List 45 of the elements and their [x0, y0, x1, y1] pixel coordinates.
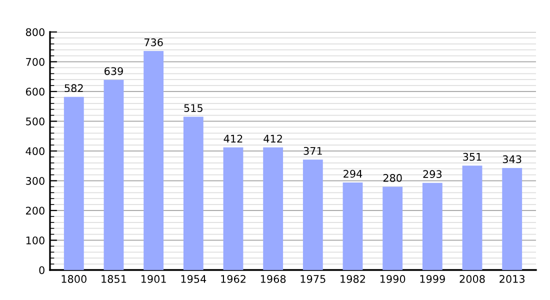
x-tick-label: 1975 — [300, 275, 326, 283]
data-label: 371 — [304, 146, 322, 155]
x-tick-label: 1800 — [62, 275, 86, 283]
bar — [342, 182, 363, 270]
data-label: 293 — [423, 170, 442, 178]
data-label: 280 — [383, 174, 402, 182]
y-tick-label: 700 — [26, 58, 44, 66]
x-tick-label: 1999 — [420, 275, 445, 283]
bar — [302, 160, 323, 270]
bar — [422, 182, 442, 270]
y-tick-label: 0 — [39, 266, 44, 274]
x-tick-label: 2008 — [460, 275, 485, 283]
y-tick-label: 200 — [26, 206, 44, 215]
y-tick-label: 800 — [26, 28, 44, 36]
x-tick-label: 1962 — [221, 275, 246, 283]
bar — [64, 96, 84, 270]
y-tick-label: 300 — [26, 176, 44, 185]
bar — [502, 168, 522, 270]
data-label: 736 — [144, 38, 163, 46]
x-tick-label: 1954 — [181, 275, 206, 283]
bar — [382, 186, 403, 270]
y-tick-label: 600 — [26, 88, 44, 96]
bar — [144, 51, 164, 270]
bar — [462, 166, 482, 270]
data-label: 515 — [184, 104, 202, 112]
data-label: 412 — [264, 134, 282, 142]
data-label: 343 — [502, 155, 522, 164]
data-label: 294 — [344, 170, 362, 178]
bar — [104, 80, 124, 270]
bar — [263, 147, 284, 270]
data-label: 582 — [64, 84, 83, 92]
y-tick-label: 400 — [26, 147, 44, 156]
bar — [223, 147, 244, 270]
y-tick-label: 100 — [26, 236, 44, 244]
x-tick-label: 1990 — [380, 275, 406, 283]
data-label: 412 — [224, 134, 242, 142]
data-label: 639 — [104, 67, 123, 76]
x-tick-label: 1901 — [141, 275, 166, 283]
bar — [183, 116, 204, 270]
y-tick-label: 500 — [26, 117, 44, 126]
x-tick-label: 1982 — [340, 275, 365, 283]
data-label: 351 — [463, 152, 482, 161]
x-tick-label: 2013 — [500, 275, 525, 283]
x-tick-label: 1851 — [102, 275, 126, 283]
x-tick-label: 1968 — [260, 275, 286, 283]
